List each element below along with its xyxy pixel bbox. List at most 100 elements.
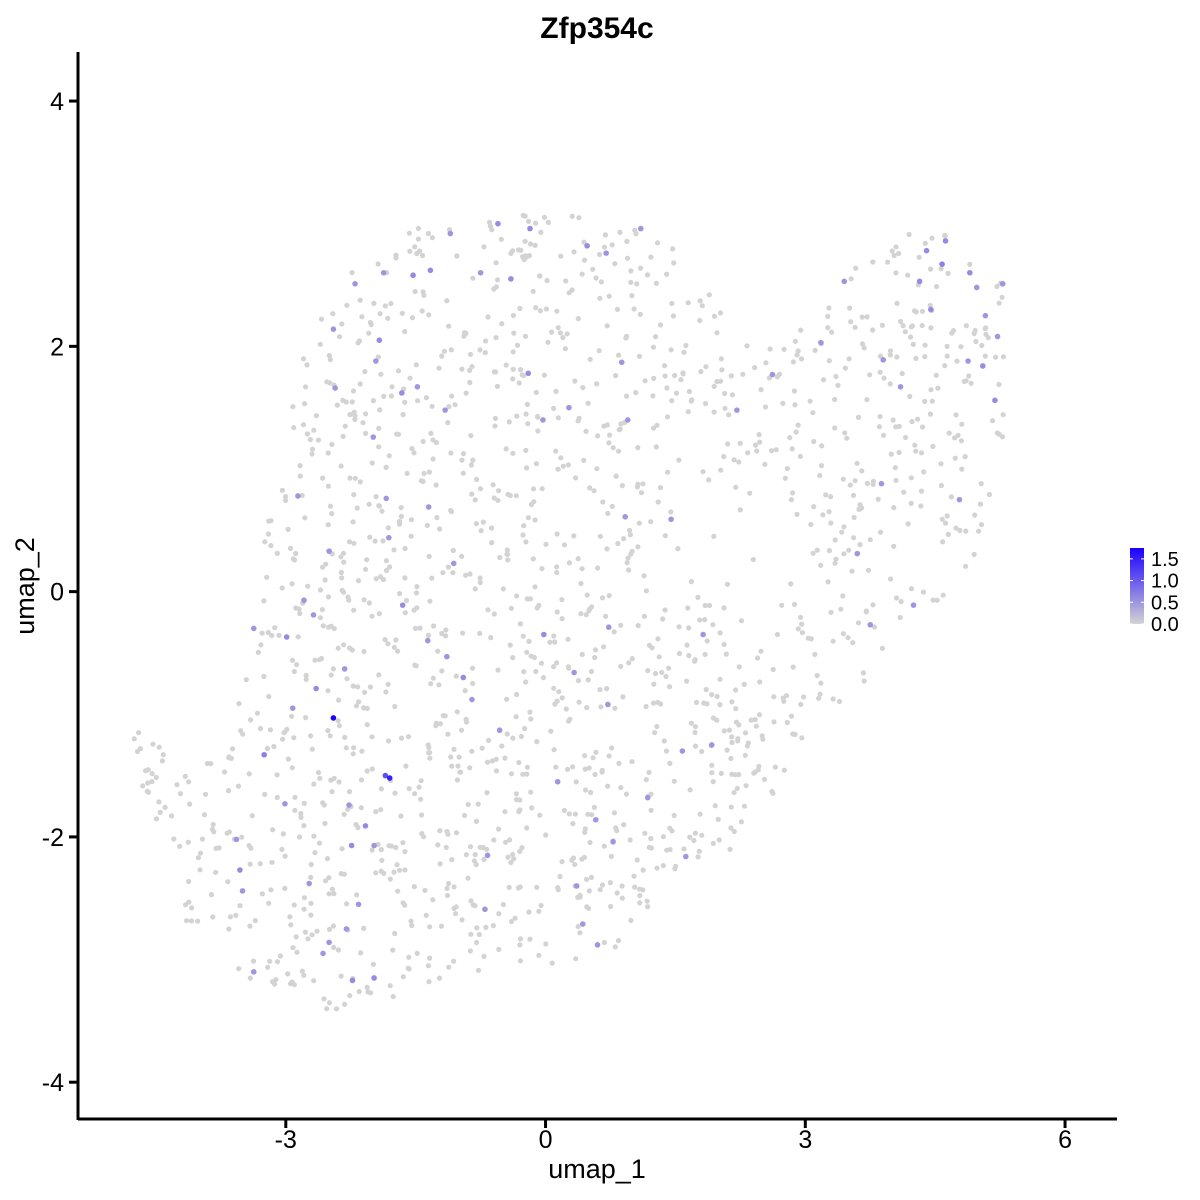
cell-point	[994, 283, 1000, 290]
cell-point	[826, 509, 832, 515]
cell-point	[308, 874, 314, 881]
cell-point	[224, 830, 230, 836]
cell-point	[714, 693, 720, 700]
cell-point	[137, 746, 143, 752]
expressing-cell-point	[878, 480, 885, 487]
cell-point	[259, 891, 265, 897]
cell-point	[715, 816, 721, 823]
expressing-cell-point	[668, 516, 674, 523]
cell-point	[589, 812, 595, 818]
expressing-cell-point	[341, 666, 348, 672]
cell-point	[508, 250, 514, 256]
cell-point	[411, 884, 417, 890]
cell-point	[653, 444, 659, 450]
cell-point	[259, 630, 265, 636]
cell-point	[558, 455, 564, 461]
cell-point	[928, 325, 934, 331]
cell-point	[661, 738, 667, 744]
cell-point	[879, 322, 886, 328]
cell-point	[460, 630, 466, 636]
cell-point	[486, 737, 492, 744]
cell-point	[870, 602, 876, 608]
cell-point	[195, 918, 201, 924]
cell-point	[597, 887, 603, 893]
cell-point	[587, 356, 593, 362]
cell-point	[379, 857, 385, 863]
cell-point	[520, 254, 526, 260]
cell-point	[913, 448, 919, 454]
cell-point	[700, 469, 706, 475]
cell-point	[344, 676, 350, 682]
cell-point	[394, 431, 400, 437]
colorbar-ticks: 1.51.00.50.0	[1130, 549, 1179, 636]
cell-point	[978, 481, 984, 487]
cell-point	[321, 996, 327, 1002]
cell-point	[378, 868, 384, 874]
cell-point	[514, 413, 520, 419]
cell-point	[483, 924, 489, 931]
cell-point	[859, 341, 866, 347]
cell-point	[584, 876, 590, 883]
cell-point	[334, 402, 340, 408]
cell-point	[710, 715, 717, 721]
cell-point	[445, 420, 451, 426]
expressing-cell-point	[496, 727, 503, 734]
cell-point	[423, 912, 429, 918]
cell-point	[320, 475, 326, 481]
cell-point	[659, 669, 665, 676]
cell-point	[952, 455, 958, 461]
expressing-cell-point	[734, 407, 740, 413]
cell-point	[865, 567, 872, 573]
cell-point	[425, 963, 431, 969]
cell-point	[299, 492, 305, 498]
cell-point	[458, 727, 465, 733]
cell-point	[496, 946, 502, 953]
cell-point	[652, 730, 658, 736]
x-tick-label: 3	[798, 1126, 812, 1154]
cell-point	[318, 316, 325, 322]
cell-point	[311, 781, 317, 787]
cell-point	[684, 642, 690, 648]
cell-point	[729, 392, 736, 398]
cell-point	[142, 768, 149, 774]
cell-point	[624, 238, 630, 244]
cell-point	[301, 800, 307, 807]
cell-point	[500, 586, 506, 592]
cell-point	[496, 911, 502, 917]
cell-point	[503, 362, 509, 368]
cell-point	[794, 511, 800, 517]
cell-point	[541, 372, 548, 378]
cell-point	[787, 435, 793, 441]
cell-point	[236, 701, 242, 707]
cell-point	[325, 594, 331, 600]
cell-point	[355, 684, 361, 690]
cell-point	[559, 695, 565, 701]
cell-point	[818, 463, 825, 469]
background-points	[131, 212, 1007, 1012]
cell-point	[807, 398, 813, 404]
cell-point	[864, 397, 870, 403]
cell-point	[642, 378, 648, 384]
cell-point	[282, 729, 288, 735]
cell-point	[877, 529, 884, 535]
expressing-cell-point	[683, 853, 689, 860]
cell-point	[517, 958, 524, 964]
cell-point	[703, 364, 709, 370]
cell-point	[274, 772, 280, 778]
cell-point	[954, 358, 960, 364]
cell-point	[798, 327, 804, 333]
cell-point	[535, 428, 541, 434]
expressing-cell-point	[469, 696, 475, 703]
cell-point	[429, 403, 435, 409]
cell-point	[597, 533, 604, 539]
cell-point	[521, 373, 527, 379]
cell-point	[356, 338, 363, 344]
cell-point	[653, 334, 659, 340]
cell-point	[391, 547, 397, 553]
cell-point	[517, 848, 523, 855]
cell-point	[728, 825, 734, 831]
cell-point	[493, 335, 499, 341]
cell-point	[575, 556, 581, 562]
cell-point	[420, 438, 426, 445]
cell-point	[391, 644, 397, 650]
